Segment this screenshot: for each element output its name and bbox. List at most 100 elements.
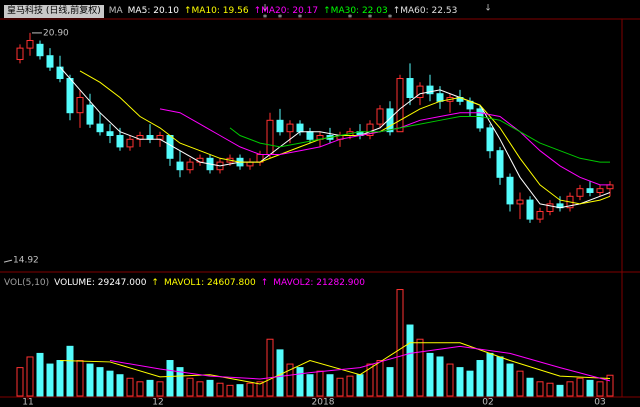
volume-bar: [216, 382, 224, 397]
mavol-line: [109, 345, 611, 382]
volume-bar: [506, 363, 514, 397]
candle-body: [46, 55, 54, 68]
event-marker: *: [388, 14, 393, 24]
candle-body: [436, 93, 444, 102]
candle-body: [476, 108, 484, 129]
candle-body: [146, 135, 154, 140]
candle-body: [366, 123, 374, 137]
candle-body: [116, 135, 124, 148]
volume-bar: [376, 360, 384, 397]
volume-bar: [476, 360, 484, 397]
volume-bar: [166, 360, 174, 397]
volume-bar: [546, 382, 554, 397]
legend-item: VOL(5,10): [4, 278, 50, 288]
legend-item: ↑: [151, 278, 159, 288]
candle-body: [376, 108, 384, 125]
candle-body: [16, 47, 24, 61]
legend-item: ↑MA10: 19.56: [183, 6, 249, 16]
x-tick-label: 02: [482, 398, 493, 407]
volume-bar: [536, 381, 544, 397]
candle-body: [306, 131, 314, 140]
volume-bar: [76, 360, 84, 397]
event-marker: *: [298, 14, 303, 24]
event-marker: *: [278, 14, 283, 24]
volume-bar: [446, 363, 454, 397]
candle-body: [606, 184, 614, 190]
volume-bar: [346, 375, 354, 397]
volume-bar: [146, 379, 154, 397]
candle-body: [516, 199, 524, 205]
candle-body: [166, 135, 174, 159]
volume-bar: [456, 367, 464, 397]
candle-body: [266, 119, 274, 155]
volume-bar: [16, 367, 24, 397]
candle-body: [536, 210, 544, 220]
volume-bar: [26, 356, 34, 397]
candle-body: [546, 203, 554, 212]
volume-bar: [116, 374, 124, 397]
volume-bar: [286, 363, 294, 397]
volume-bar: [136, 381, 144, 397]
volume-bar: [406, 324, 414, 397]
legend-item: MA: [108, 6, 123, 16]
volume-bar: [106, 370, 114, 397]
candle-body: [586, 188, 594, 193]
volume-bar: [186, 377, 194, 397]
candle-body: [26, 40, 34, 49]
legend-item: MAVOL2: 21282.900: [273, 278, 365, 288]
legend-item: ↑MA60: 22.53: [392, 6, 458, 16]
volume-bar: [276, 349, 284, 397]
volume-bar: [396, 289, 404, 397]
candle-body: [86, 104, 94, 125]
candle-body: [246, 161, 254, 167]
candle-body: [496, 150, 504, 178]
price-label: 14.92: [13, 256, 39, 266]
volume-bar: [386, 367, 394, 397]
candle-body: [286, 123, 294, 133]
candle-body: [596, 188, 604, 193]
x-tick-label: 03: [594, 398, 605, 407]
legend-item: ↑: [260, 278, 269, 288]
volume-bar: [466, 370, 474, 397]
candle-body: [396, 78, 404, 133]
candle-body: [176, 161, 184, 171]
event-marker: *: [348, 14, 353, 24]
candle-body: [416, 85, 424, 99]
volume-bar: [306, 374, 314, 397]
volume-bar: [606, 374, 614, 397]
volume-bar: [46, 363, 54, 397]
volume-bar: [226, 384, 234, 397]
candle-body: [406, 78, 414, 99]
event-marker: *: [263, 14, 268, 24]
volume-bar: [266, 338, 274, 397]
volume-bar: [156, 381, 164, 397]
ma-line: [79, 70, 611, 205]
ma-line: [159, 108, 610, 186]
volume-bar: [176, 367, 184, 397]
volume-bar: [526, 377, 534, 397]
volume-bar: [256, 381, 264, 397]
price-legend: 皇马科技 (日线,前复权) MA MA5: 20.10 ↑MA10: 19.56 ↑M…: [4, 4, 457, 18]
volume-bar: [366, 363, 374, 397]
volume-bar: [236, 384, 244, 397]
candle-body: [506, 176, 514, 205]
legend-item: VOLUME: 29247.000: [54, 278, 147, 288]
candle-body: [276, 119, 284, 133]
volume-bar: [96, 367, 104, 397]
legend-item: ↑MA30: 22.03: [323, 6, 388, 16]
candle-body: [386, 108, 394, 133]
candle-body: [126, 138, 134, 148]
price-label: 20.90: [43, 28, 69, 38]
volume-bar: [586, 379, 594, 397]
legend-item: MA5: 20.10: [127, 6, 179, 16]
candle-body: [66, 78, 74, 114]
volume-bar: [296, 367, 304, 397]
candle-body: [96, 123, 104, 133]
volume-bar: [436, 356, 444, 397]
volume-bar: [336, 377, 344, 397]
volume-legend: VOL(5,10) VOLUME: 29247.000 ↑ MAVOL1: 24607…: [4, 276, 365, 290]
stock-title: 皇马科技 (日线,前复权): [4, 4, 104, 18]
candle-body: [526, 199, 534, 220]
volume-bar: [206, 379, 214, 397]
